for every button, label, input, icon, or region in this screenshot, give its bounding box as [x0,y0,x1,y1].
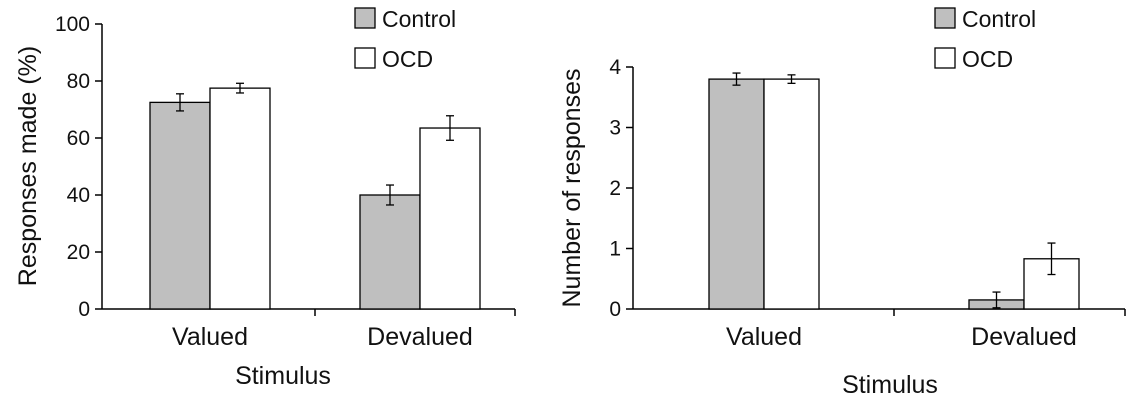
y-tick-label: 60 [67,127,90,150]
y-tick-label: 100 [55,13,90,36]
bar-ocd-devalued [419,127,481,310]
error-bar-ocd-valued [787,74,796,84]
bar-ocd-valued [209,87,271,310]
y-tick-label: 4 [609,56,621,79]
x-category-label: Devalued [367,323,473,351]
error-bar-control-valued [176,93,184,112]
x-category-label: Devalued [971,323,1077,351]
bar-ocd-valued [763,78,820,310]
legend-label-ocd: OCD [962,46,1013,72]
legend-swatch-ocd [354,47,376,69]
x-category-label: Valued [726,323,802,351]
legend-swatch-control [354,7,376,29]
error-bar-ocd-valued [236,82,244,94]
bar-control-devalued [359,194,421,310]
y-tick-label: 3 [609,117,621,140]
chart-1: 0 20 40 60 80 100 Valued Devalued Stimulus Respon… [14,6,516,390]
y-tick-label: 20 [67,241,90,264]
bar-control-valued [708,78,765,310]
error-bar-control-valued [732,72,741,86]
y-tick-label: 0 [78,298,90,321]
legend-label-control: Control [962,6,1036,32]
legend: Control OCD [934,6,1036,72]
bar-control-valued [149,101,211,310]
legend-swatch-control [934,7,956,29]
x-axis-title: Stimulus [842,371,938,399]
error-bar-ocd-devalued [1047,242,1056,276]
x-axis-title: Stimulus [235,362,331,390]
legend: Control OCD [354,6,456,72]
y-tick-label: 80 [67,70,90,93]
y-tick-label: 1 [609,238,621,261]
error-bar-ocd-devalued [446,115,454,141]
x-category-label: Valued [172,323,248,351]
error-bar-control-devalued [992,291,1001,309]
y-tick-label: 2 [609,177,621,200]
y-tick-label: 40 [67,184,90,207]
y-axis-title: Responses made (%) [14,46,42,286]
legend-swatch-ocd [934,47,956,69]
legend-label-control: Control [382,6,456,32]
y-tick-label: 0 [609,298,621,321]
error-bar-control-devalued [386,184,394,206]
y-axis-title: Number of responses [558,68,586,307]
legend-label-ocd: OCD [382,46,433,72]
chart-2: 0 1 2 3 4 Valued Devalued Stimulus Number of res… [558,6,1126,399]
